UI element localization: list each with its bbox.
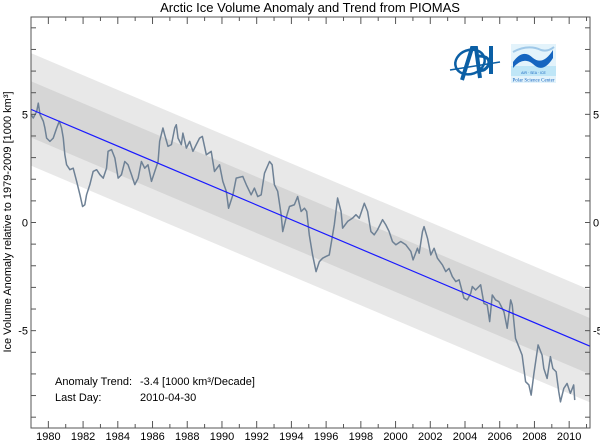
psc-logo-top-text: AIR · SEA · ICE bbox=[521, 71, 546, 75]
trend-value: -3.4 [1000 km³/Decade] bbox=[140, 376, 255, 388]
apl-logo bbox=[449, 46, 501, 81]
psc-logo: AIR · SEA · ICE Polar Science Center bbox=[511, 44, 556, 84]
x-tick-label: 2000 bbox=[383, 431, 407, 441]
x-tick-label: 1980 bbox=[36, 431, 60, 441]
y-tick-label-left: 0 bbox=[22, 218, 28, 230]
x-tick-label: 2010 bbox=[557, 431, 581, 441]
y-tick-label-right: 0 bbox=[593, 218, 599, 230]
x-tick-label: 1986 bbox=[140, 431, 164, 441]
x-tick-label: 1988 bbox=[175, 431, 199, 441]
x-tick-label: 2006 bbox=[487, 431, 511, 441]
trend-line bbox=[30, 108, 591, 347]
y-axis-tick-labels: -5 -5 0 0 5 5 bbox=[18, 109, 600, 337]
x-tick-label: 1998 bbox=[349, 431, 373, 441]
x-tick-label: 1992 bbox=[244, 431, 268, 441]
y-tick-label-right: -5 bbox=[593, 326, 600, 338]
y-tick-label-left: 5 bbox=[22, 109, 28, 121]
last-day-label: Last Day: bbox=[55, 392, 101, 404]
x-tick-label: 1996 bbox=[314, 431, 338, 441]
series-line bbox=[30, 102, 576, 403]
x-tick-label: 2004 bbox=[453, 431, 477, 441]
y-tick-label-right: 5 bbox=[593, 109, 599, 121]
trend-label: Anomaly Trend: bbox=[55, 376, 132, 388]
y-axis-label: Ice Volume Anomaly relative to 1979-2009… bbox=[2, 91, 14, 352]
x-tick-label: 1984 bbox=[106, 431, 130, 441]
x-tick-label: 1982 bbox=[71, 431, 95, 441]
x-tick-label: 2008 bbox=[522, 431, 546, 441]
axis-ticks bbox=[31, 17, 590, 428]
annotations: Anomaly Trend: -3.4 [1000 km³/Decade] La… bbox=[55, 376, 255, 404]
x-tick-label: 2002 bbox=[418, 431, 442, 441]
last-day-value: 2010-04-30 bbox=[140, 392, 196, 404]
chart-title: Arctic Ice Volume Anomaly and Trend from… bbox=[160, 0, 460, 15]
psc-logo-bottom-text: Polar Science Center bbox=[513, 79, 555, 84]
x-tick-label: 1994 bbox=[279, 431, 303, 441]
x-tick-label: 1990 bbox=[210, 431, 234, 441]
x-axis-tick-labels: 1980 1982 1984 1986 1988 1990 1992 1994 1996 1998… bbox=[36, 431, 581, 441]
y-tick-label-left: -5 bbox=[18, 326, 28, 338]
